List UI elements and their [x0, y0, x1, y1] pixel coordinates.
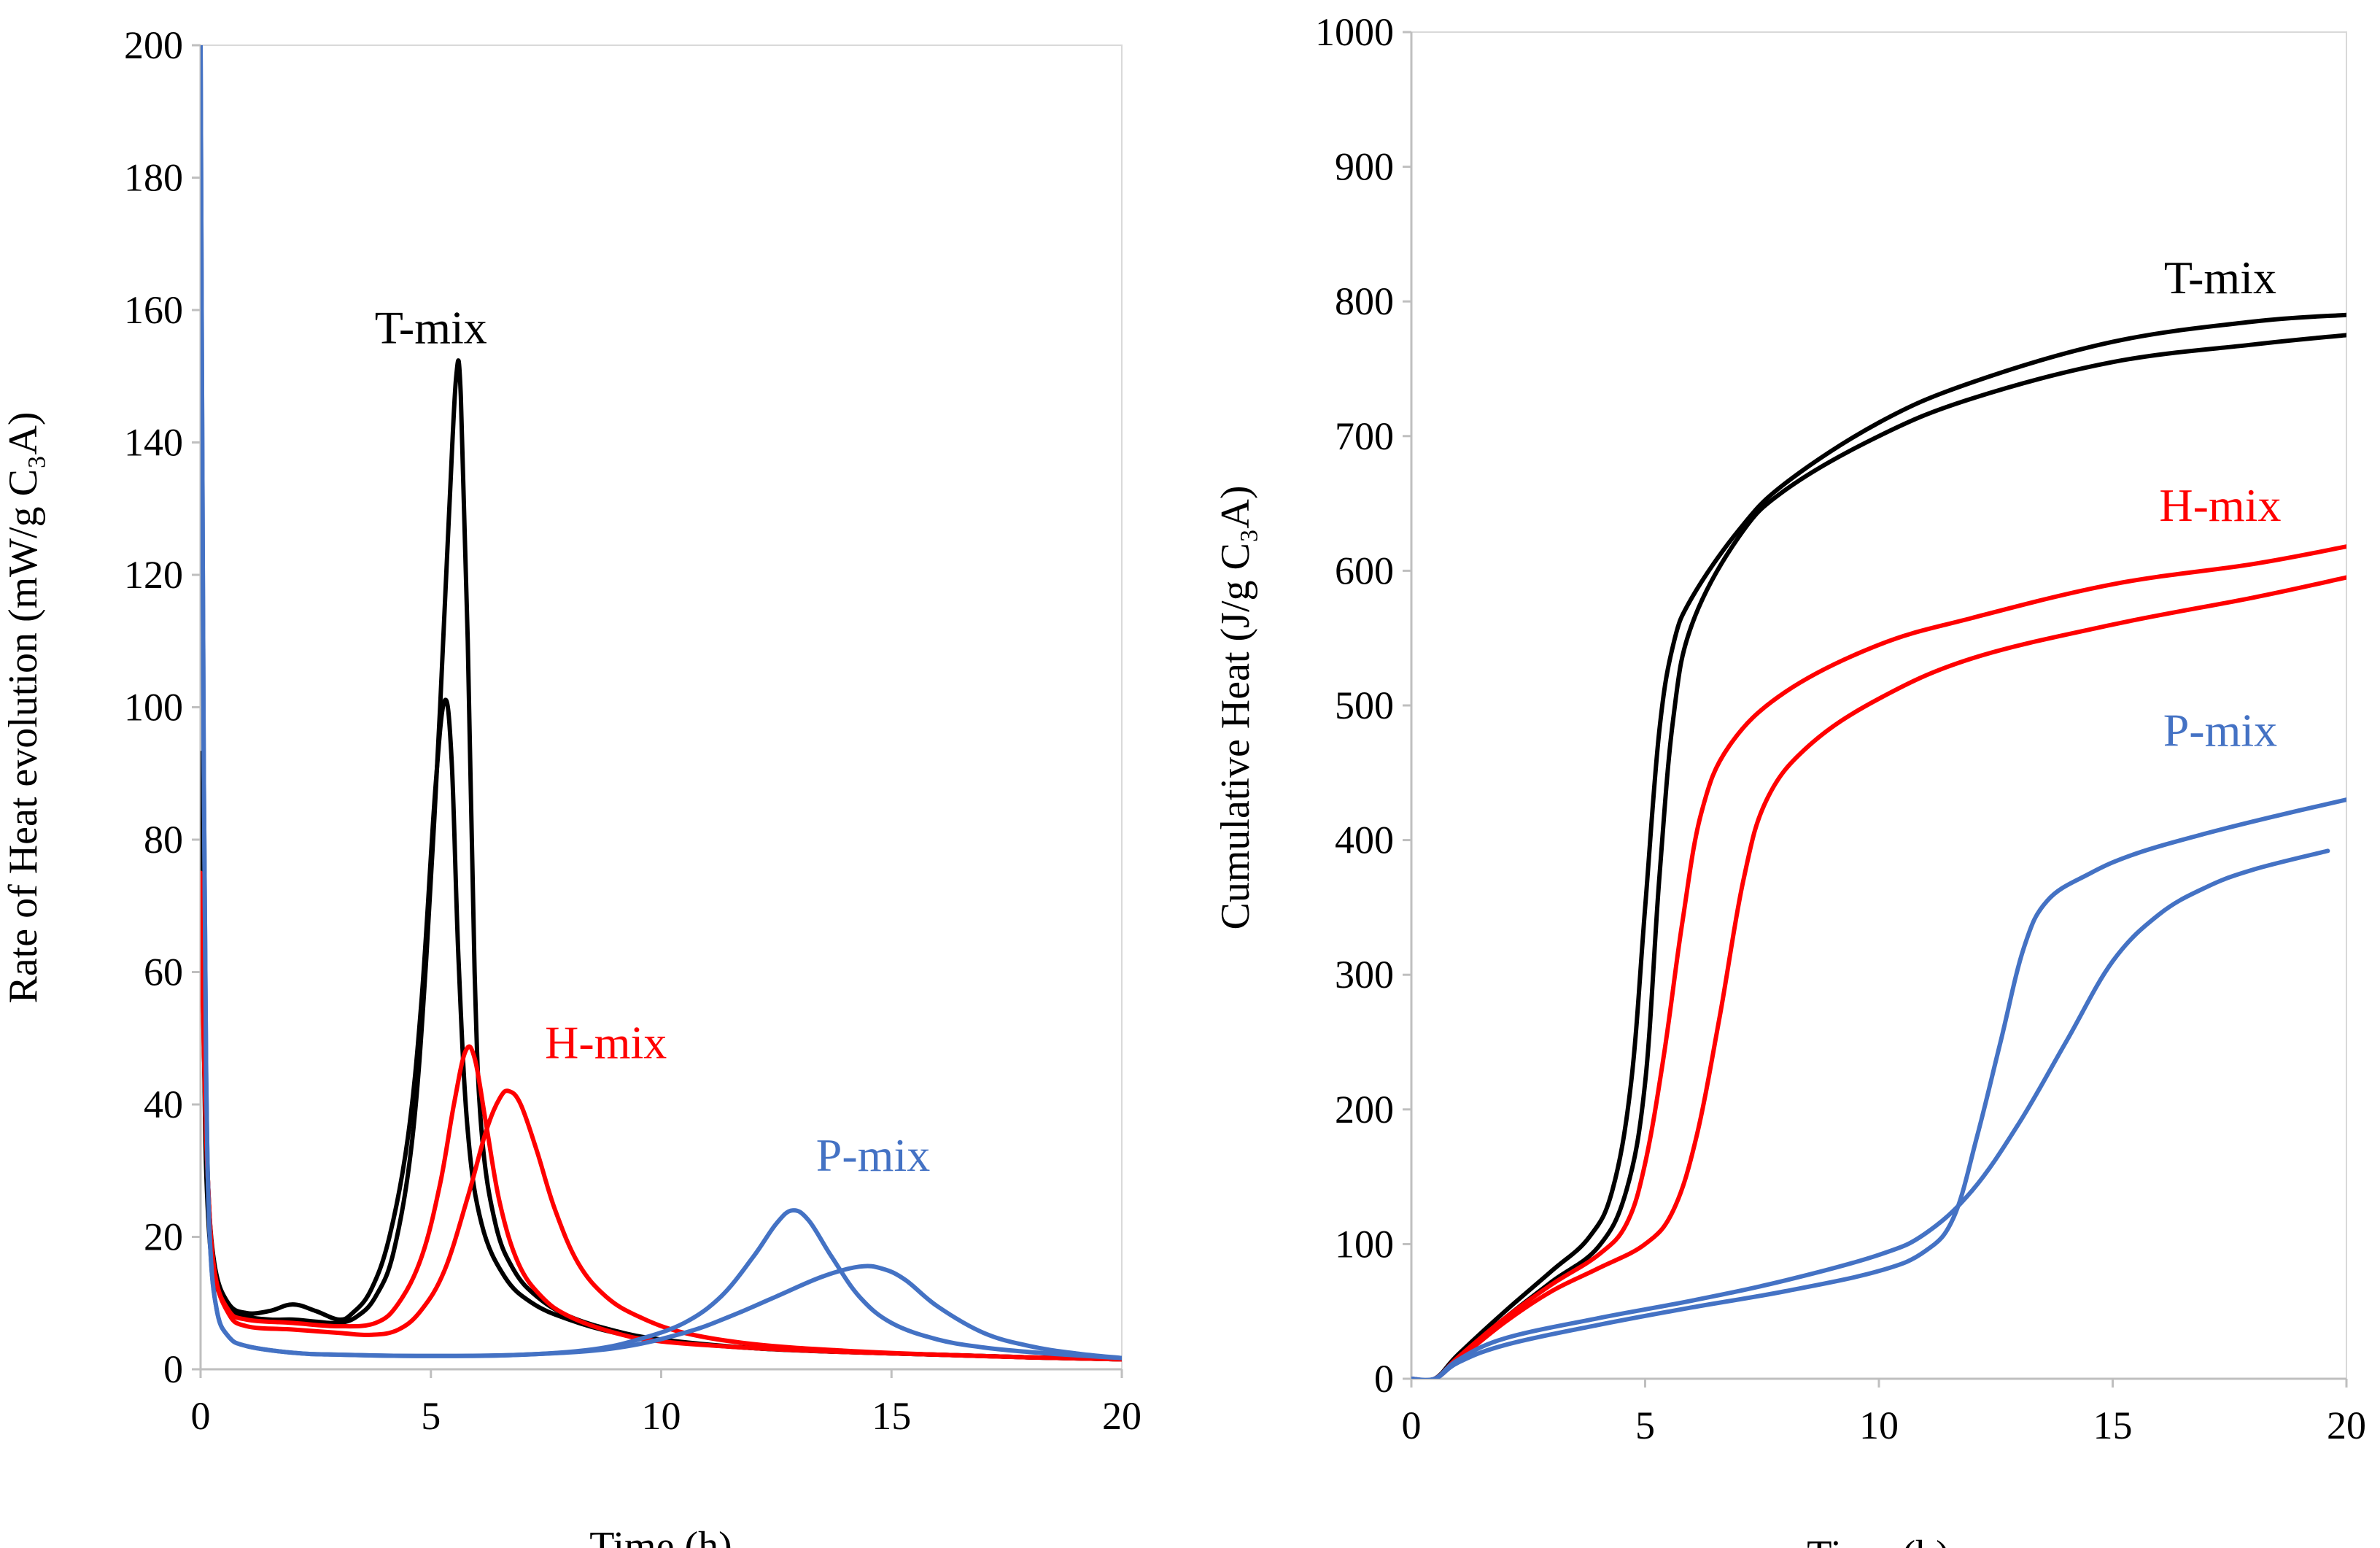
series-annotation-t-mix: T-mix [375, 301, 487, 353]
series-lines [201, 45, 1122, 1362]
series-annotation-t-mix: T-mix [2164, 252, 2276, 303]
y-tick-label: 20 [144, 1215, 183, 1259]
y-tick-label: 180 [124, 156, 183, 200]
series-line-t-mix [1411, 312, 2346, 1379]
series-annotation-h-mix: H-mix [545, 1016, 667, 1068]
y-tick-label: 700 [1335, 414, 1394, 458]
y-tick-label: 200 [1335, 1088, 1394, 1131]
series-annotation-p-mix: P-mix [2163, 704, 2277, 756]
cumulative-heat-chart: Cumulative Heat (J/g C₃A) Time (h) 01002… [1213, 10, 2366, 1548]
y-tick-label: 100 [124, 686, 183, 730]
y-tick-label: 100 [1335, 1222, 1394, 1266]
x-tick-label: 0 [191, 1394, 211, 1438]
x-tick-label: 10 [1859, 1404, 1899, 1447]
y-tick-label: 0 [1374, 1357, 1394, 1401]
x-tick-label: 20 [2327, 1404, 2366, 1447]
y-tick-label: 160 [124, 288, 183, 332]
series-line-p-mix [201, 45, 1122, 1361]
y-tick-label: 900 [1335, 145, 1394, 189]
y-axis-label: Cumulative Heat (J/g C₃A) [1213, 486, 1258, 930]
series-line-p-mix [201, 45, 1122, 1361]
series-line-t-mix [201, 358, 1122, 1362]
series-line-h-mix [1411, 544, 2346, 1379]
y-tick-label: 800 [1335, 279, 1394, 323]
y-tick-label: 40 [144, 1083, 183, 1126]
y-tick-label: 80 [144, 818, 183, 862]
y-tick-label: 600 [1335, 549, 1394, 592]
y-tick-label: 0 [163, 1347, 183, 1391]
series-line-p-mix [1411, 797, 2346, 1379]
y-tick-label: 400 [1335, 818, 1394, 862]
y-tick-label: 500 [1335, 684, 1394, 727]
y-tick-label: 120 [124, 553, 183, 597]
x-tick-label: 20 [1102, 1394, 1141, 1438]
rate-of-heat-chart: Rate of Heat evolution (mW/g C₃A) Time (… [1, 23, 1141, 1548]
x-tick-label: 0 [1402, 1404, 1422, 1447]
series-line-h-mix [201, 870, 1122, 1362]
series-line-h-mix [1411, 575, 2346, 1379]
x-tick-label: 15 [2093, 1404, 2133, 1447]
series-line-p-mix [1411, 848, 2330, 1379]
y-tick-label: 1000 [1315, 10, 1394, 54]
y-tick-label: 140 [124, 421, 183, 465]
x-tick-label: 5 [421, 1394, 441, 1438]
series-lines [1411, 312, 2346, 1379]
y-tick-label: 300 [1335, 953, 1394, 996]
y-axis-label: Rate of Heat evolution (mW/g C₃A) [1, 411, 46, 1003]
y-tick-label: 200 [124, 23, 183, 67]
x-tick-label: 15 [872, 1394, 911, 1438]
x-tick-label: 5 [1635, 1404, 1655, 1447]
x-tick-label: 10 [642, 1394, 681, 1438]
y-tick-label: 60 [144, 951, 183, 994]
series-annotation-h-mix: H-mix [2159, 479, 2281, 531]
x-axis-label: Time (h) [1807, 1533, 1950, 1548]
plot-area-frame [200, 44, 1123, 1370]
series-annotation-p-mix: P-mix [816, 1129, 930, 1181]
series-line-h-mix [201, 870, 1122, 1362]
x-axis-label: Time (h) [589, 1524, 732, 1548]
